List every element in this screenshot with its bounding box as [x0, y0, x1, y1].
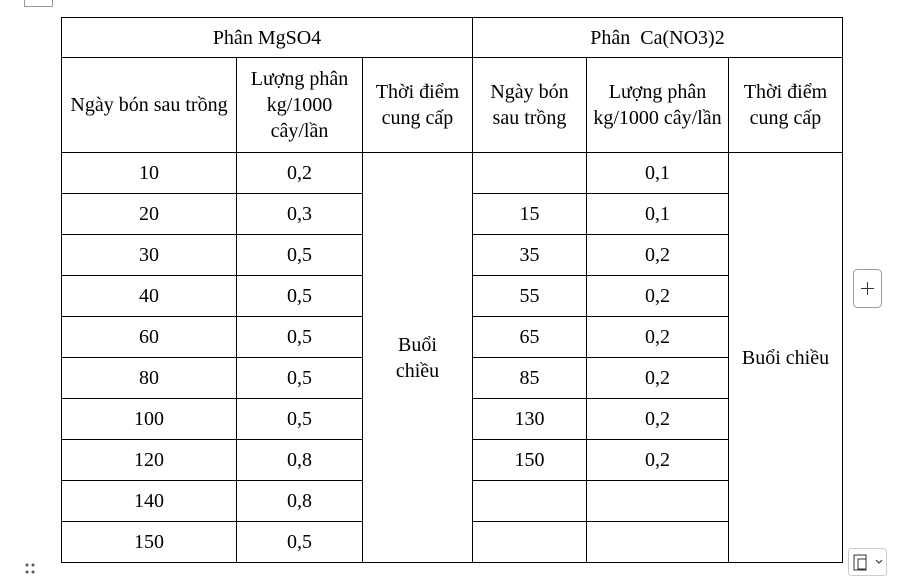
cell: 0,8 — [236, 480, 363, 522]
cell: 0,2 — [586, 439, 729, 481]
row: 120 0,8 150 0,2 — [61, 439, 843, 481]
cell: 60 — [61, 316, 237, 358]
cell: 0,2 — [586, 316, 729, 358]
row: 60 0,5 65 0,2 — [61, 316, 843, 358]
cell: 10 — [61, 152, 237, 194]
cell: 0,8 — [236, 439, 363, 481]
cell: 150 — [472, 439, 587, 481]
cell: 0,5 — [236, 521, 363, 563]
cell: 0,5 — [236, 398, 363, 440]
paste-options[interactable] — [848, 548, 888, 576]
cell: 0,5 — [236, 316, 363, 358]
time-cell: Buổi chiều — [728, 152, 843, 563]
cell — [472, 480, 587, 522]
row: 150 0,5 — [61, 521, 843, 563]
row: 40 0,5 55 0,2 — [61, 275, 843, 317]
row: 20 0,3 15 0,1 — [61, 193, 843, 235]
add-column-button[interactable] — [853, 269, 883, 309]
cell: 140 — [61, 480, 237, 522]
cell: 30 — [61, 234, 237, 276]
cell — [472, 152, 587, 194]
cell: 0,1 — [586, 152, 729, 194]
row: 140 0,8 — [61, 480, 843, 522]
cell — [586, 521, 729, 563]
column-header: Ngày bón sau trồng — [472, 57, 587, 153]
row: 100 0,5 130 0,2 — [61, 398, 843, 440]
cell — [472, 521, 587, 563]
cell: 130 — [472, 398, 587, 440]
cell: 15 — [472, 193, 587, 235]
cell: 0,2 — [586, 234, 729, 276]
group-header: Phân Ca(NO3)2 — [472, 17, 843, 58]
cell — [586, 480, 729, 522]
column-header: Thời điểm cung cấp — [728, 57, 843, 153]
cell: 100 — [61, 398, 237, 440]
group-header: Phân MgSO4 — [61, 17, 473, 58]
cell: 0,5 — [236, 275, 363, 317]
cell: 65 — [472, 316, 587, 358]
cell: 0,5 — [236, 234, 363, 276]
column-header: Lượng phân kg/1000 cây/lần — [236, 57, 363, 153]
row: 80 0,5 85 0,2 — [61, 357, 843, 399]
cell: 120 — [61, 439, 237, 481]
cell: 35 — [472, 234, 587, 276]
cell: 0,2 — [236, 152, 363, 194]
cell: 0,5 — [236, 357, 363, 399]
time-cell: Buổi chiều — [362, 152, 473, 563]
row: 10 0,2 Buổi chiều 0,1 Buổi chiều — [61, 152, 843, 563]
cell: 0,1 — [586, 193, 729, 235]
fertilizer-table: Phân MgSO4 Phân Ca(NO3)2 Ngày bón sau tr… — [61, 17, 843, 563]
row-handle[interactable] — [24, 562, 38, 576]
column-header: Ngày bón sau trồng — [61, 57, 237, 153]
cell: 150 — [61, 521, 237, 563]
cell: 80 — [61, 357, 237, 399]
column-header: Thời điểm cung cấp — [362, 57, 473, 153]
cell: 40 — [61, 275, 237, 317]
column-header: Lượng phân kg/1000 cây/lần — [586, 57, 729, 153]
row: 30 0,5 35 0,2 — [61, 234, 843, 276]
cell: 0,2 — [586, 357, 729, 399]
cell: 20 — [61, 193, 237, 235]
cell: 55 — [472, 275, 587, 317]
cell: 0,3 — [236, 193, 363, 235]
cell: 0,2 — [586, 275, 729, 317]
cell: 85 — [472, 357, 587, 399]
cell: 0,2 — [586, 398, 729, 440]
table-handle[interactable] — [24, 0, 54, 8]
